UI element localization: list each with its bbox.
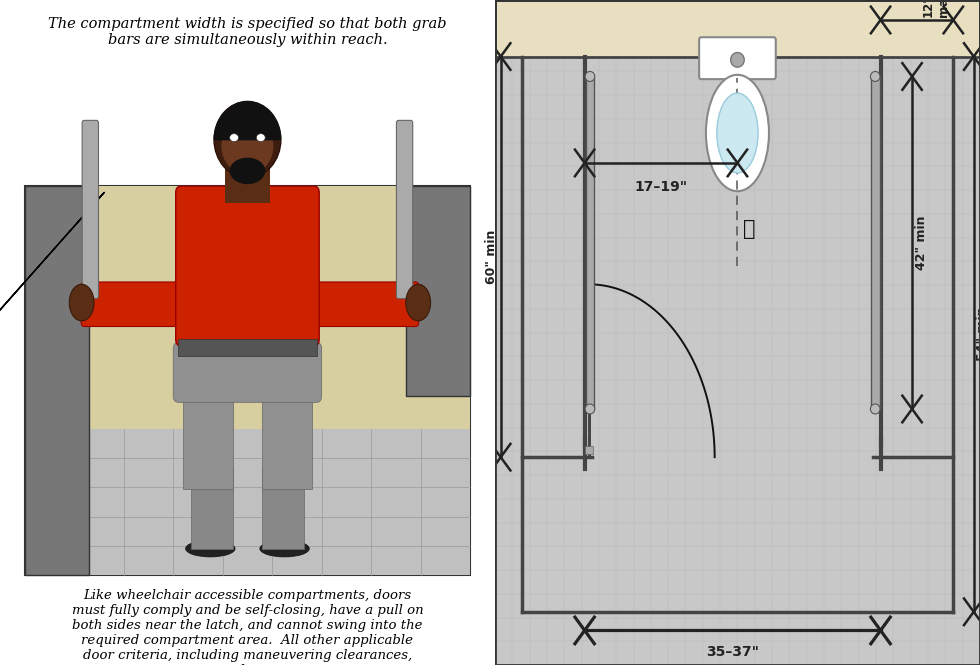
- FancyBboxPatch shape: [81, 282, 191, 327]
- Bar: [585, 446, 593, 454]
- FancyBboxPatch shape: [304, 282, 418, 327]
- Text: 35–37": 35–37": [707, 645, 760, 659]
- Bar: [263, 382, 312, 489]
- FancyBboxPatch shape: [175, 186, 319, 346]
- Bar: [24, 186, 89, 575]
- Text: ℄: ℄: [743, 219, 756, 239]
- Bar: [406, 186, 470, 396]
- FancyBboxPatch shape: [82, 120, 98, 299]
- Bar: [178, 339, 317, 356]
- Ellipse shape: [716, 93, 759, 173]
- Ellipse shape: [870, 72, 880, 82]
- Polygon shape: [0, 192, 104, 346]
- Text: 12"
max: 12" max: [922, 0, 950, 17]
- Text: The compartment width is specified so that both grab
bars are simultaneously wit: The compartment width is specified so th…: [48, 17, 447, 47]
- Ellipse shape: [585, 404, 595, 414]
- Ellipse shape: [870, 404, 880, 414]
- Text: 60" min: 60" min: [485, 229, 498, 284]
- Bar: [871, 76, 880, 409]
- Text: 17–19": 17–19": [634, 180, 688, 194]
- Ellipse shape: [257, 134, 266, 142]
- Bar: [263, 469, 305, 549]
- FancyBboxPatch shape: [699, 37, 776, 79]
- Ellipse shape: [229, 134, 238, 142]
- Bar: [190, 469, 232, 549]
- Bar: [225, 166, 270, 203]
- Ellipse shape: [221, 118, 273, 174]
- Text: 54" min: 54" min: [976, 307, 980, 361]
- Polygon shape: [215, 102, 280, 140]
- Ellipse shape: [70, 285, 94, 321]
- Bar: [24, 186, 470, 575]
- Ellipse shape: [731, 53, 744, 67]
- Bar: [183, 382, 232, 489]
- Ellipse shape: [585, 72, 595, 82]
- Ellipse shape: [706, 74, 769, 192]
- Bar: [24, 429, 470, 575]
- Text: Like wheelchair accessible compartments, doors
must fully comply and be self-clo: Like wheelchair accessible compartments,…: [72, 589, 423, 665]
- Ellipse shape: [260, 540, 310, 557]
- Ellipse shape: [229, 158, 266, 184]
- Ellipse shape: [406, 285, 430, 321]
- FancyBboxPatch shape: [173, 342, 321, 402]
- Text: 42" min: 42" min: [914, 215, 927, 270]
- Bar: [495, 0, 980, 57]
- Ellipse shape: [214, 101, 281, 178]
- Bar: [24, 186, 470, 442]
- Bar: [586, 76, 594, 409]
- Ellipse shape: [185, 540, 235, 557]
- FancyBboxPatch shape: [397, 120, 413, 299]
